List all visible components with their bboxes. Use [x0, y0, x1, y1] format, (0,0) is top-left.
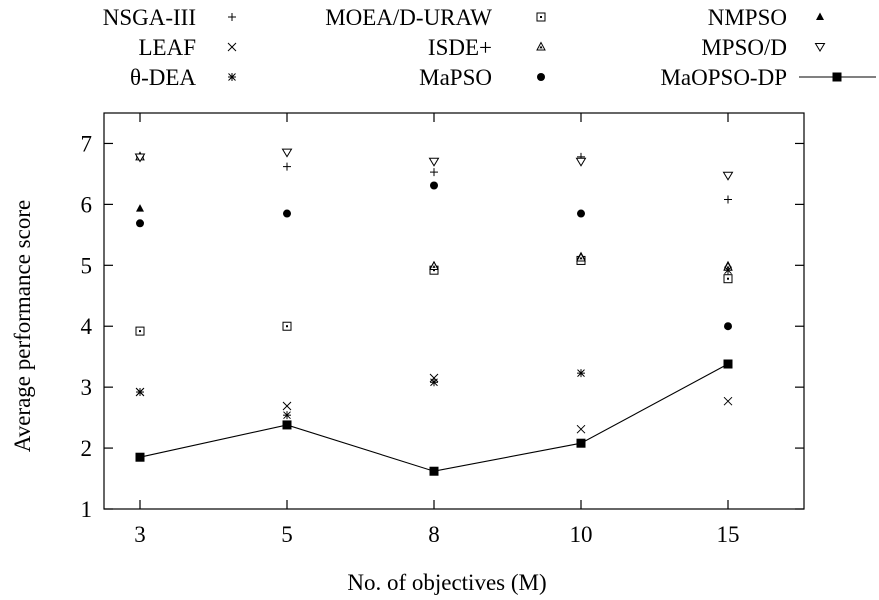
data-point	[577, 369, 585, 378]
x-tick-label: 3	[134, 522, 146, 547]
data-point	[283, 162, 291, 171]
series-NMPSO	[136, 204, 732, 269]
data-point	[575, 157, 587, 167]
legend-marker	[814, 43, 826, 52]
data-point	[429, 373, 439, 383]
data-point	[724, 322, 732, 331]
legend-entry: MaPSO	[419, 65, 545, 90]
data-point	[134, 153, 146, 163]
legend-marker	[537, 73, 545, 81]
data-point	[430, 168, 438, 177]
series-θ-DEA	[136, 266, 732, 420]
legend-label: NMPSO	[708, 5, 787, 30]
data-point	[282, 401, 292, 411]
data-point	[576, 424, 586, 434]
y-tick-label: 5	[81, 253, 93, 278]
series-MaPSO	[136, 181, 732, 331]
data-point	[577, 209, 585, 218]
x-tick-label: 10	[570, 522, 593, 547]
legend-label: MPSO/D	[701, 35, 787, 60]
data-point	[281, 148, 293, 158]
data-point	[576, 438, 586, 448]
y-tick-label: 7	[81, 131, 93, 156]
legend-marker	[832, 72, 842, 82]
plot-frame	[103, 112, 805, 510]
data-point	[283, 209, 291, 218]
legend-label: θ-DEA	[130, 65, 196, 90]
plot-area: 1 2 3 4 5 6 7 3 5 8 10 15	[81, 112, 805, 547]
data-point	[136, 204, 144, 212]
data-point	[136, 219, 144, 228]
legend-entry: LEAF	[139, 35, 237, 60]
legend-label: MOEA/D-URAW	[325, 5, 492, 30]
x-tick-label: 5	[281, 522, 293, 547]
series-MPSO/D	[134, 148, 734, 181]
y-tick-label: 1	[81, 497, 93, 522]
y-tick-label: 3	[81, 375, 93, 400]
legend-entry: θ-DEA	[130, 65, 236, 90]
legend-label: LEAF	[139, 35, 197, 60]
data-point	[576, 252, 586, 262]
data-point	[282, 420, 292, 430]
legend-entry: NMPSO	[708, 5, 824, 30]
data-point	[135, 326, 145, 336]
legend-label: MaPSO	[419, 65, 492, 90]
data-point	[430, 181, 438, 190]
data-point	[429, 466, 439, 476]
legend-entry: NSGA-III	[103, 5, 236, 30]
data-point	[724, 266, 732, 275]
data-point	[723, 359, 733, 369]
y-tick-label: 6	[81, 192, 93, 217]
data-point	[135, 452, 145, 462]
x-tick-label: 8	[428, 522, 440, 547]
data-point	[429, 260, 439, 271]
data-point	[723, 274, 733, 284]
data-point	[723, 396, 733, 406]
y-tick-label: 4	[81, 314, 93, 339]
x-axis-label: No. of objectives (M)	[347, 570, 546, 595]
legend-entry: MaOPSO-DP	[660, 65, 876, 90]
legend-marker	[228, 13, 236, 21]
data-point	[430, 378, 438, 387]
legend-entry: MPSO/D	[701, 35, 826, 60]
legend-marker	[536, 41, 546, 51]
legend: NSGA-III MOEA/D-URAW NMPSO LEAF ISDE+ MPSO/D θ…	[103, 5, 876, 90]
legend-marker	[227, 42, 237, 52]
legend-label: ISDE+	[428, 35, 492, 60]
y-tick-label: 2	[81, 436, 93, 461]
x-tick-label: 15	[717, 522, 740, 547]
data-point	[428, 157, 440, 167]
legend-marker	[228, 73, 236, 81]
legend-marker	[536, 12, 546, 22]
legend-entry: ISDE+	[428, 35, 546, 60]
legend-label: NSGA-III	[103, 5, 196, 30]
legend-marker	[816, 12, 824, 20]
legend-entry: MOEA/D-URAW	[325, 5, 546, 30]
data-point	[724, 195, 732, 204]
y-axis-label: Average performance score	[10, 200, 35, 452]
data-point	[282, 321, 292, 331]
legend-label: MaOPSO-DP	[660, 65, 787, 90]
data-point	[722, 171, 734, 181]
data-point	[283, 411, 291, 420]
series-MaOPSO-DP	[135, 359, 733, 476]
data-point	[136, 388, 144, 397]
